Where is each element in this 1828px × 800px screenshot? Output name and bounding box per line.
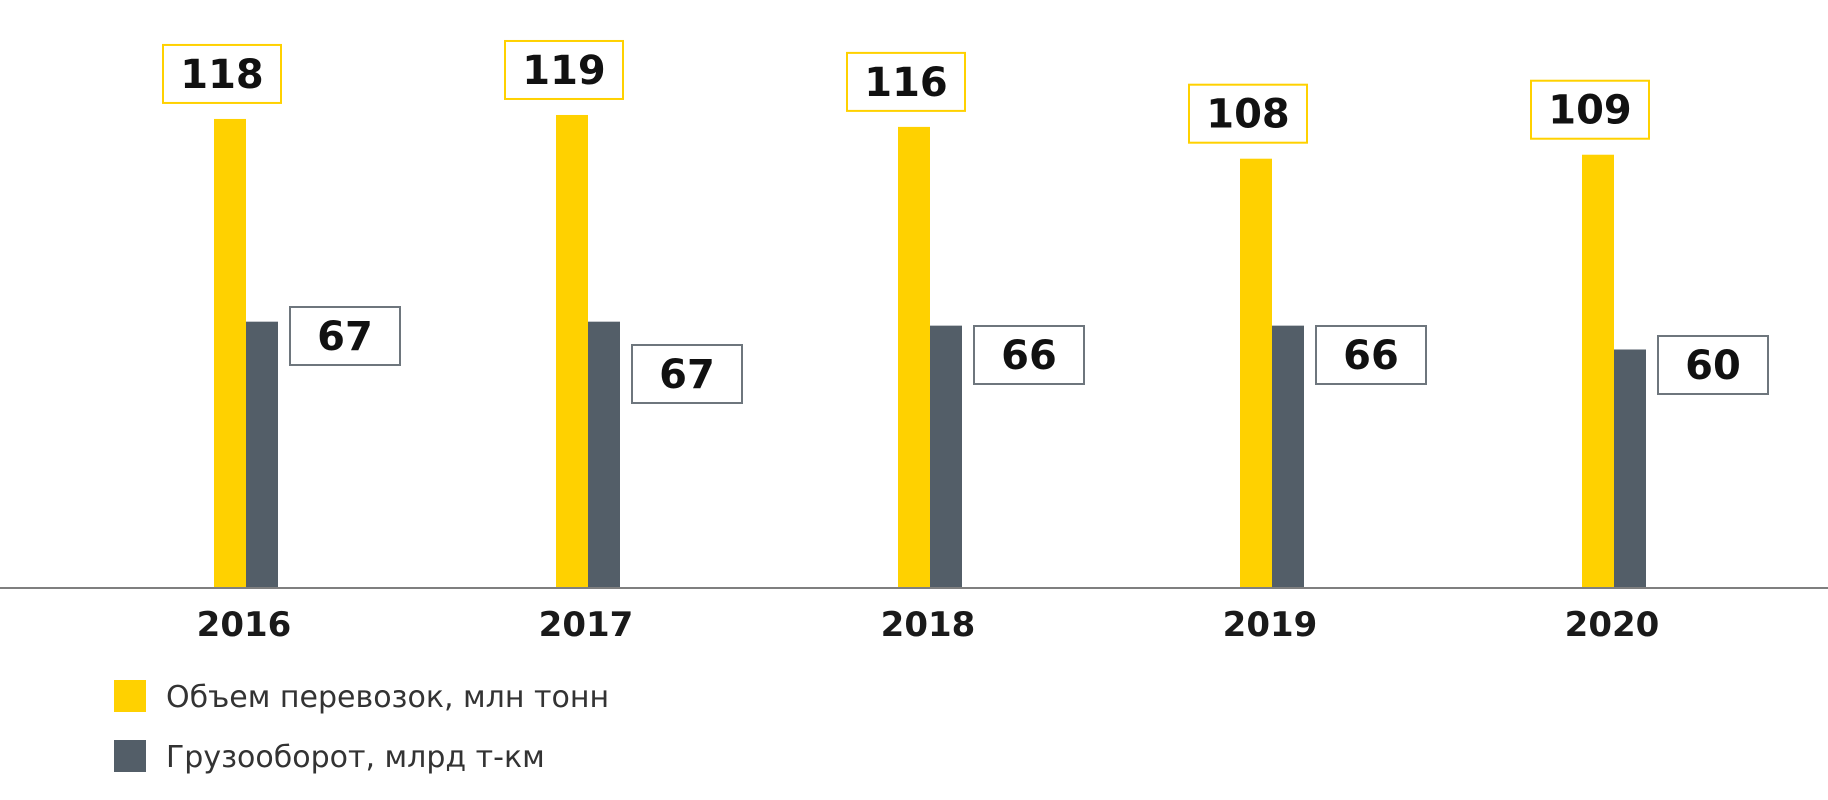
legend: Объем перевозок, млн тонн Грузооборот, мл… (114, 680, 609, 775)
legend-label-volume: Объем перевозок, млн тонн (166, 680, 609, 715)
x-tick-label-2018: 2018 (881, 605, 976, 645)
data-label-volume-2018: 116 (864, 60, 948, 106)
bar-volume-2018 (898, 126, 930, 589)
data-label-volume-2017: 119 (522, 48, 606, 94)
bar-turnover-2018 (930, 325, 962, 588)
data-label-box-turnover-2017 (631, 344, 743, 404)
data-label-box-turnover-2016 (289, 306, 401, 366)
data-label-box-volume-2019 (1188, 83, 1308, 144)
data-label-box-volume-2017 (504, 39, 624, 100)
x-tick-label-2020: 2020 (1565, 605, 1660, 645)
bar-volume-2016 (214, 118, 246, 588)
data-label-turnover-2017: 67 (659, 352, 715, 398)
bar-turnover-2017 (588, 321, 620, 588)
x-tick-label-2016: 2016 (197, 605, 292, 645)
data-label-volume-2020: 109 (1548, 88, 1632, 134)
legend-label-turnover: Грузооборот, млрд т-км (166, 740, 545, 775)
bar-turnover-2020 (1614, 349, 1646, 588)
data-label-box-volume-2018 (846, 51, 966, 112)
data-label-turnover-2019: 66 (1343, 333, 1399, 379)
x-tick-label-2017: 2017 (539, 605, 634, 645)
bar-volume-2017 (556, 114, 588, 588)
data-label-box-turnover-2018 (973, 325, 1085, 385)
data-label-volume-2016: 118 (180, 52, 264, 98)
bar-turnover-2019 (1272, 325, 1304, 588)
data-label-box-turnover-2019 (1315, 325, 1427, 385)
bar-volume-2020 (1582, 154, 1614, 588)
bars-group (214, 114, 1646, 589)
data-label-box-turnover-2020 (1657, 335, 1769, 395)
bar-turnover-2016 (246, 321, 278, 588)
data-label-turnover-2020: 60 (1685, 343, 1741, 389)
data-labels-group: 118 67 119 67 116 66 108 66 109 60 (162, 39, 1769, 404)
data-label-box-volume-2016 (162, 43, 282, 104)
legend-swatch-turnover (114, 740, 146, 772)
x-tick-label-2019: 2019 (1223, 605, 1318, 645)
legend-swatch-volume (114, 680, 146, 712)
data-label-turnover-2018: 66 (1001, 333, 1057, 379)
data-label-box-volume-2020 (1530, 79, 1650, 140)
data-label-turnover-2016: 67 (317, 314, 373, 360)
data-label-volume-2019: 108 (1206, 92, 1290, 138)
bar-volume-2019 (1240, 158, 1272, 588)
x-tick-labels: 2016 2017 2018 2019 2020 (197, 605, 1660, 645)
